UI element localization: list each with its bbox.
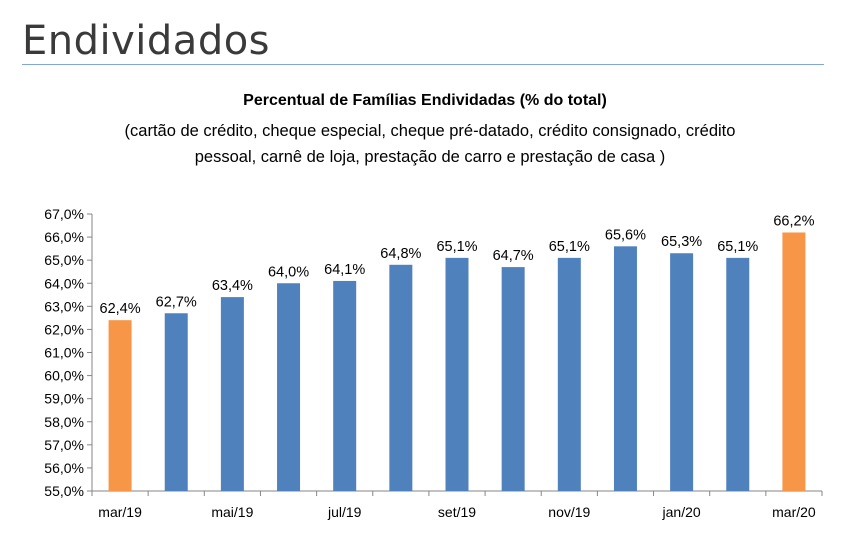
bars — [108, 232, 806, 491]
x-tick-label: set/19 — [438, 504, 476, 520]
data-label: 65,1% — [436, 239, 477, 255]
bar-mai-19 — [220, 297, 244, 491]
chart-subtitle: (cartão de crédito, cheque especial, che… — [124, 122, 736, 166]
y-tick-label: 58,0% — [44, 414, 84, 430]
x-tick-label: jan/20 — [662, 504, 701, 520]
data-label: 66,2% — [773, 213, 814, 229]
x-tick-label: mar/19 — [98, 504, 142, 520]
data-label: 64,0% — [268, 264, 309, 280]
y-axis: 55,0% 56,0% 57,0% 58,0% 59,0% 60,0% 61,0% 62,0%… — [44, 206, 93, 499]
x-axis: mar/19 mai/19 jul/19 set/19 nov/19 jan/20 mar/… — [91, 490, 823, 520]
data-label: 65,6% — [605, 227, 646, 243]
data-label: 62,7% — [156, 294, 197, 310]
data-label: 64,7% — [493, 248, 534, 264]
data-labels: 62,4% 62,7% 63,4% 64,0% 64,1% 64,8% 65,1% 64,7%… — [100, 213, 815, 317]
bar-jan-20 — [670, 253, 694, 491]
y-tick-label: 63,0% — [44, 298, 84, 314]
y-tick-label: 66,0% — [44, 229, 84, 245]
bar-mar-20 — [782, 232, 806, 491]
title-divider — [22, 64, 824, 65]
bar-dez-19 — [613, 246, 637, 491]
bar-abr-19 — [164, 313, 188, 491]
y-tick-label: 64,0% — [44, 275, 84, 291]
y-tick-label: 55,0% — [44, 483, 84, 499]
data-label: 65,1% — [717, 239, 758, 255]
data-label: 65,1% — [549, 239, 590, 255]
data-label: 64,1% — [324, 262, 365, 278]
y-tick-label: 61,0% — [44, 345, 84, 361]
y-tick-label: 65,0% — [44, 252, 84, 268]
y-tick-label: 57,0% — [44, 437, 84, 453]
bar-set-19 — [445, 257, 469, 491]
bar-ago-19 — [389, 264, 413, 491]
y-tick-label: 59,0% — [44, 391, 84, 407]
bar-mar-19 — [108, 320, 132, 491]
y-tick-label: 60,0% — [44, 368, 84, 384]
y-tick-label: 56,0% — [44, 460, 84, 476]
chart-title: Percentual de Famílias Endividadas (% do… — [243, 92, 607, 109]
data-label: 64,8% — [380, 246, 421, 262]
data-label: 63,4% — [212, 278, 253, 294]
bar-out-19 — [501, 267, 525, 491]
x-tick-label: jul/19 — [327, 504, 362, 520]
x-tick-label: mai/19 — [211, 504, 253, 520]
bar-jul-19 — [333, 280, 357, 491]
bar-jun-19 — [277, 283, 301, 491]
y-tick-label: 67,0% — [44, 206, 84, 222]
bar-nov-19 — [557, 257, 581, 491]
page-title: Endividados — [22, 18, 271, 64]
x-tick-label: mar/20 — [772, 504, 816, 520]
bar-fev-20 — [726, 257, 750, 491]
x-tick-label: nov/19 — [548, 504, 590, 520]
y-tick-label: 62,0% — [44, 321, 84, 337]
data-label: 65,3% — [661, 234, 702, 250]
data-label: 62,4% — [100, 301, 141, 317]
